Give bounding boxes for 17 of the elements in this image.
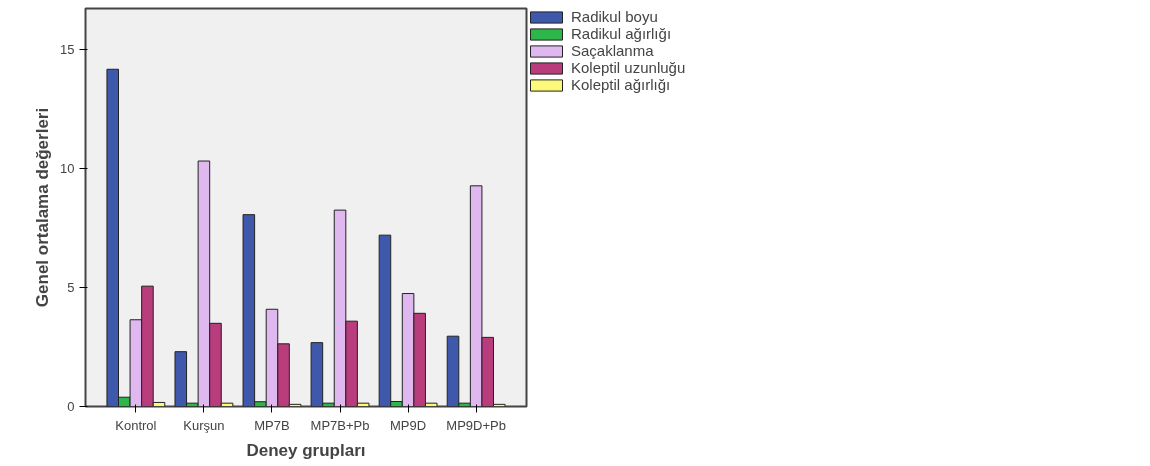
x-tick-label: MP7B: [254, 417, 290, 433]
y-axis-title: Genel ortalama değerleri: [33, 107, 53, 308]
x-tick-label: MP7B+Pb: [310, 417, 370, 433]
y-tick-label: 0: [67, 399, 75, 414]
legend-label: Koleptil uzunluğu: [571, 59, 686, 76]
x-tick-label: Kurşun: [183, 417, 225, 433]
legend-label: Saçaklanma: [571, 42, 654, 59]
x-tick-label: Kontrol: [115, 417, 157, 433]
x-axis-title: Deney grupları: [246, 440, 366, 460]
y-tick-label: 5: [67, 279, 75, 295]
y-tick-label: 15: [60, 41, 75, 57]
x-tick-label: MP9D: [390, 417, 427, 433]
x-tick-label: MP9D+Pb: [446, 417, 506, 433]
legend-label: Radikul ağırlığı: [571, 25, 672, 42]
legend-label: Koleptil ağırlığı: [571, 76, 671, 93]
y-tick-label: 10: [60, 160, 75, 176]
legend-label: Radikul boyu: [571, 8, 658, 25]
